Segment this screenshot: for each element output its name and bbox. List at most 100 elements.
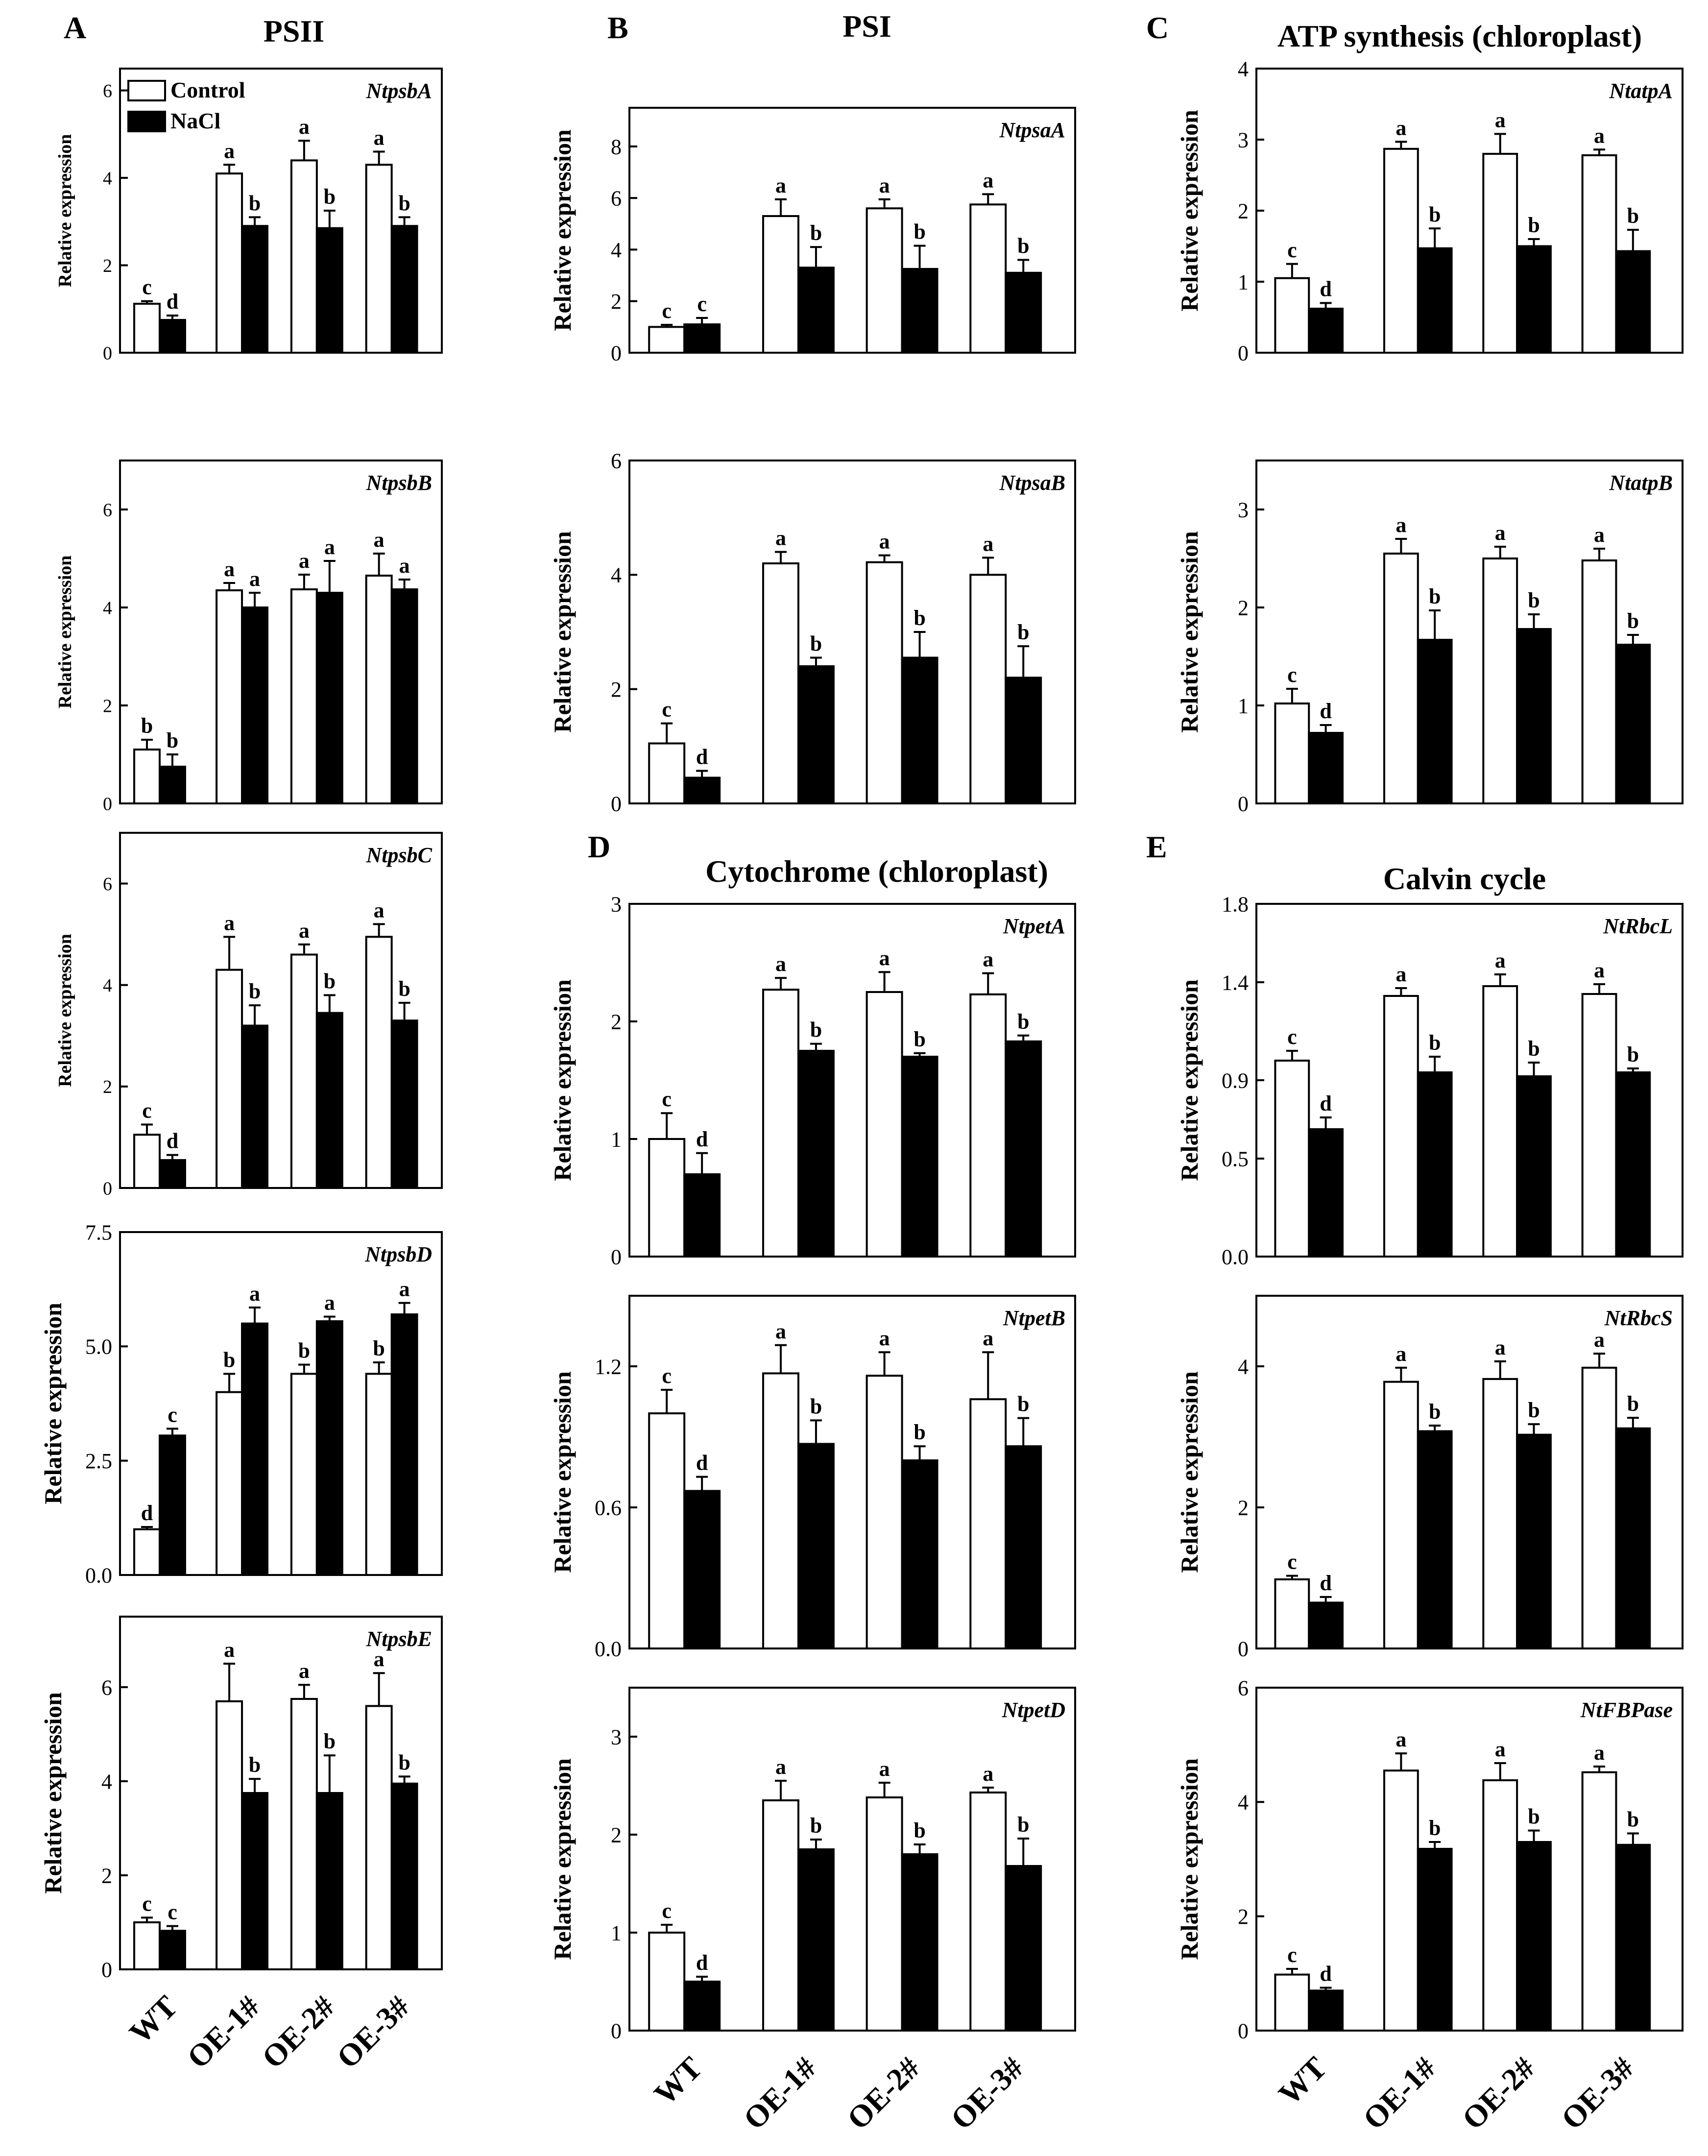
bar-control	[969, 1398, 1007, 1649]
bar-nacl	[797, 266, 835, 354]
y-axis-label: Relative expression	[1176, 1758, 1203, 1960]
panel-ntpsbc: 0 2 4 6 Relative expression NtpsbC cd a b a b a b	[55, 832, 443, 1199]
y-axis-label: Relative expression	[1176, 531, 1203, 733]
bar-nacl	[158, 1930, 186, 1971]
significance-letter-nacl: b	[914, 1027, 925, 1051]
y-tick-label: 1.2	[595, 1355, 622, 1379]
bar-nacl	[1308, 1601, 1344, 1649]
bar-control	[1274, 1578, 1310, 1649]
significance-letter-control: c	[1287, 1550, 1297, 1574]
significance-letter-nacl: b	[1627, 1042, 1639, 1066]
significance-letter-nacl: b	[249, 1753, 261, 1777]
significance-letter-control: d	[141, 1501, 153, 1525]
significance-letter-nacl: d	[1320, 699, 1331, 723]
bar-control	[866, 991, 903, 1258]
bar-nacl	[1005, 1865, 1042, 2032]
bar-nacl	[1516, 1433, 1552, 1649]
bar-control	[1482, 557, 1518, 804]
y-axis-label: Relative expression	[55, 556, 75, 709]
significance-letter-control: a	[983, 1762, 993, 1786]
gene-label: NtpsaA	[999, 118, 1065, 142]
y-tick-label: 4	[1238, 57, 1249, 81]
plot-frame	[628, 107, 1076, 354]
y-tick-label: 4	[611, 238, 622, 262]
bar-control	[1274, 703, 1310, 804]
bar-nacl	[241, 1792, 268, 1970]
bar-nacl	[241, 1024, 268, 1189]
bar-control	[762, 215, 799, 354]
significance-letter-control: c	[142, 1891, 152, 1915]
y-tick-label: 7.5	[85, 1220, 112, 1244]
significance-letter-nacl: b	[1627, 1392, 1639, 1416]
y-tick-label: 2	[611, 1823, 622, 1847]
significance-letter-control: c	[1287, 238, 1297, 262]
significance-letter-control: a	[374, 1647, 385, 1671]
gene-label: NtRbcL	[1603, 914, 1673, 938]
significance-letter-nacl: b	[1528, 1805, 1540, 1829]
significance-letter-nacl: b	[324, 185, 336, 209]
bar-nacl	[901, 1459, 938, 1649]
panel-title-b: PSI	[842, 9, 891, 44]
bar-control	[1274, 1060, 1310, 1258]
plot-frame	[1255, 1687, 1684, 2032]
bar-control	[365, 164, 393, 354]
bar-nacl	[1308, 1989, 1344, 2032]
y-tick-label: 0.6	[595, 1496, 622, 1520]
significance-letter-control: b	[141, 714, 153, 738]
significance-letter-control: c	[1287, 1025, 1297, 1049]
significance-letter-nacl: d	[696, 1127, 708, 1151]
y-tick-label: 6	[1238, 1676, 1249, 1700]
y-tick-label: 0.0	[1222, 1245, 1249, 1269]
y-tick-label: 0	[101, 1958, 112, 1982]
significance-letter-control: c	[662, 1899, 672, 1923]
y-axis-label: Relative expression	[39, 1692, 67, 1894]
y-tick-label: 2	[103, 696, 112, 716]
y-tick-label: 2	[101, 1864, 112, 1888]
significance-letter-nacl: b	[324, 1729, 336, 1753]
y-tick-label: 4	[1238, 1355, 1249, 1379]
bar-nacl	[158, 319, 186, 354]
bar-nacl	[683, 1981, 721, 2032]
y-tick-label: 3	[1238, 498, 1249, 522]
y-tick-label: 0.0	[595, 1637, 622, 1661]
bar-nacl	[797, 1848, 835, 2032]
bar-control	[1482, 985, 1518, 1258]
bar-control	[762, 1372, 799, 1649]
significance-letter-control: a	[879, 530, 890, 554]
plot-frame	[628, 903, 1076, 1258]
significance-letter-control: c	[1287, 663, 1297, 687]
x-category-label: WT	[122, 1989, 184, 2051]
significance-letter-control: a	[1395, 513, 1406, 537]
y-tick-label: 2	[611, 678, 622, 702]
y-tick-label: 0	[103, 1178, 112, 1199]
plot-frame	[119, 832, 443, 1189]
panel-ntatpb: 0 1 2 3 Relative expression NtatpB cd a b a b a b	[1176, 460, 1684, 816]
bar-control	[1383, 995, 1419, 1258]
bar-nacl	[1417, 1430, 1453, 1649]
y-tick-label: 2	[611, 290, 622, 314]
bar-control	[648, 326, 686, 354]
significance-letter-nacl: b	[914, 1420, 925, 1444]
bar-control	[866, 1375, 903, 1649]
y-tick-label: 1.8	[1222, 892, 1249, 916]
y-axis-label: Relative expression	[39, 1303, 67, 1504]
plot-frame	[119, 1616, 443, 1970]
bar-nacl	[1308, 732, 1344, 804]
bar-control	[648, 1932, 686, 2032]
significance-letter-nacl: b	[1627, 1808, 1639, 1832]
significance-letter-nacl: d	[1320, 1962, 1331, 1986]
gene-label: NtatpA	[1609, 79, 1673, 103]
x-category-label: OE-3#	[944, 2050, 1030, 2136]
bar-control	[762, 1799, 799, 2032]
significance-letter-nacl: b	[914, 606, 925, 630]
y-tick-label: 6	[611, 187, 622, 211]
y-tick-label: 6	[103, 81, 112, 101]
significance-letter-nacl: b	[1429, 1031, 1441, 1055]
gene-label: NtpsbD	[364, 1242, 432, 1266]
y-tick-label: 0	[611, 792, 622, 816]
significance-letter-control: a	[224, 557, 235, 581]
bar-nacl	[1308, 308, 1344, 354]
